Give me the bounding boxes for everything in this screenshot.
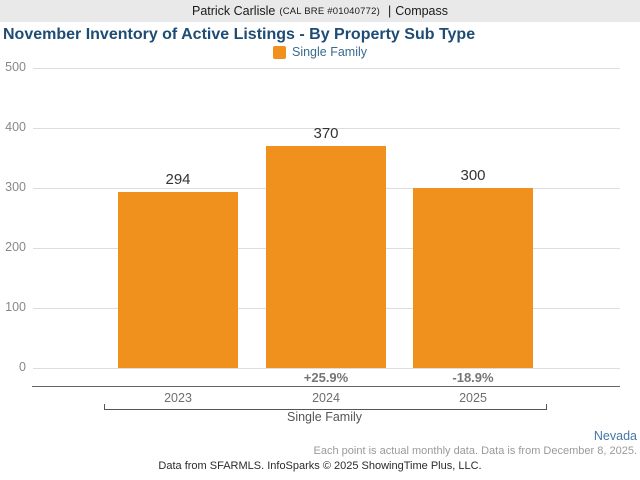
y-gridline-0 [33,368,620,369]
y-axis-tick-label-0: 0 [19,360,26,374]
y-axis-tick-label-500: 500 [5,60,26,74]
x-axis-category-label-2025: 2025 [459,391,487,405]
region-link[interactable]: Nevada [593,429,637,443]
bar-2024[interactable] [266,146,386,368]
agent-name: Patrick Carlisle [191,4,276,18]
y-gridline-500 [33,68,620,69]
y-gridline-400 [33,128,620,129]
y-axis-tick-label-100: 100 [5,300,26,314]
agent-header-bar: Patrick Carlisle (CAL BRE #01040772) | C… [0,0,640,22]
bar-value-label-2023: 294 [165,170,191,188]
y-axis-tick-label-400: 400 [5,120,26,134]
x-axis-category-label-2023: 2023 [164,391,192,405]
chart-legend: Single Family [0,45,640,59]
brokerage-name: Compass [395,4,449,18]
y-axis-tick-label-300: 300 [5,180,26,194]
chart-title: November Inventory of Active Listings - … [3,26,476,43]
category-group-bracket [104,404,547,410]
pct-change-label-2024: +25.9% [303,370,349,385]
bar-2023[interactable] [118,191,238,368]
agent-license: (CAL BRE #01040772) [279,5,380,17]
bar-2025[interactable] [413,188,533,368]
legend-swatch-single-family [272,45,286,59]
legend-label-single-family: Single Family [291,45,368,59]
bar-value-label-2024: 370 [313,125,339,142]
pct-change-label-2025: -18.9% [452,370,494,385]
y-axis-tick-label-200: 200 [5,240,26,254]
x-axis-line [32,386,620,387]
category-group-label: Single Family [286,410,363,424]
x-axis-category-label-2024: 2024 [312,391,340,405]
bar-value-label-2025: 300 [460,167,486,184]
data-freshness-note: Each point is actual monthly data. Data … [313,445,637,457]
attribution-text: Data from SFARMLS. InfoSparks © 2025 Sho… [158,460,482,472]
header-separator: | [387,4,392,18]
